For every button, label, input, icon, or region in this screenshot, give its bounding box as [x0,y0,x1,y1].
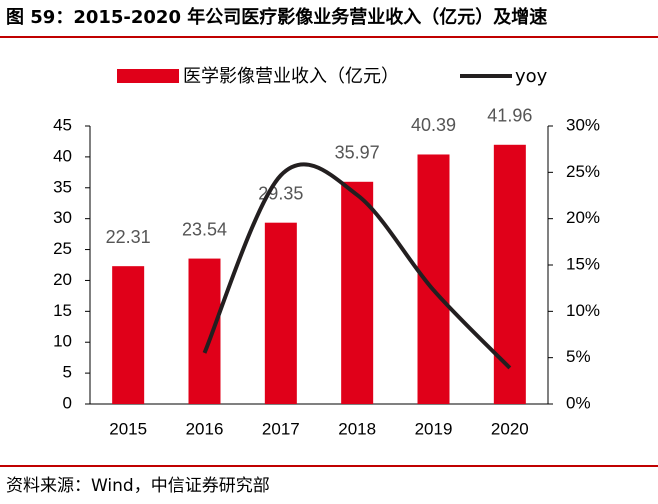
y-tick-label: 35 [53,177,72,196]
y-tick-label: 0 [63,393,72,412]
y-tick-label: 40 [53,146,72,165]
y2-tick-label: 0% [566,393,591,412]
y2-tick-label: 10% [566,301,600,320]
y-tick-label: 25 [53,239,72,258]
y-tick-label: 30 [53,208,72,227]
x-tick-label: 2017 [262,419,300,438]
y-tick-label: 5 [63,363,72,382]
value-label: 22.31 [106,227,151,247]
y-tick-label: 20 [53,270,72,289]
value-label: 23.54 [182,219,227,239]
y-tick-label: 15 [53,301,72,320]
x-tick-label: 2015 [109,419,147,438]
y-tick-label: 45 [53,115,72,134]
x-tick-label: 2016 [186,419,224,438]
value-label: 41.96 [487,106,532,126]
x-tick-label: 2020 [491,419,529,438]
value-label: 35.97 [335,143,380,163]
legend-label: 医学影像营业收入（亿元） [183,66,399,87]
source: 资料来源：Wind，中信证券研究部 [6,476,270,496]
y2-tick-label: 15% [566,254,600,273]
x-tick-label: 2019 [415,419,453,438]
y2-tick-label: 5% [566,347,591,366]
y2-tick-label: 30% [566,115,600,134]
x-tick-label: 2018 [338,419,376,438]
bar [493,144,526,404]
chart-title: 图 59：2015-2020 年公司医疗影像业务营业收入（亿元）及增速 [6,6,547,28]
value-label: 40.39 [411,115,456,135]
bar [341,181,374,404]
y2-tick-label: 20% [566,208,600,227]
y-tick-label: 10 [53,332,72,351]
bar [264,222,297,404]
bar [188,258,221,404]
bar [112,266,145,404]
line [202,162,512,370]
legend-swatch [117,69,179,83]
legend-label: yoy [515,66,548,87]
y2-tick-label: 25% [566,162,600,181]
